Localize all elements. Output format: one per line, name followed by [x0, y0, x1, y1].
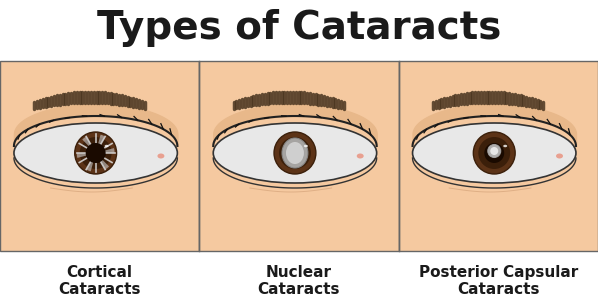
FancyBboxPatch shape	[0, 61, 199, 251]
Ellipse shape	[157, 154, 164, 158]
Text: Types of Cataracts: Types of Cataracts	[97, 9, 501, 47]
Text: Nuclear
Cataracts: Nuclear Cataracts	[257, 265, 340, 297]
Circle shape	[80, 137, 112, 169]
Circle shape	[86, 143, 106, 163]
Ellipse shape	[104, 145, 109, 147]
Ellipse shape	[14, 123, 178, 183]
Circle shape	[478, 137, 510, 169]
Circle shape	[279, 137, 311, 169]
Ellipse shape	[304, 145, 308, 147]
Ellipse shape	[503, 145, 507, 147]
Ellipse shape	[404, 78, 593, 228]
Ellipse shape	[204, 78, 394, 228]
Wedge shape	[95, 148, 115, 153]
Ellipse shape	[5, 78, 194, 228]
Ellipse shape	[556, 154, 563, 158]
Circle shape	[473, 132, 515, 174]
Wedge shape	[95, 153, 109, 169]
Wedge shape	[77, 153, 95, 158]
Ellipse shape	[286, 142, 304, 164]
Circle shape	[86, 143, 106, 163]
Ellipse shape	[282, 138, 308, 168]
Wedge shape	[86, 153, 95, 171]
Text: Posterior Capsular
Cataracts: Posterior Capsular Cataracts	[419, 265, 578, 297]
Ellipse shape	[357, 154, 364, 158]
FancyBboxPatch shape	[398, 61, 598, 251]
Wedge shape	[82, 137, 95, 153]
Wedge shape	[95, 135, 105, 153]
Circle shape	[484, 143, 504, 163]
Ellipse shape	[490, 147, 498, 155]
Ellipse shape	[488, 145, 501, 158]
Text: Cortical
Cataracts: Cortical Cataracts	[58, 265, 141, 297]
Ellipse shape	[213, 123, 377, 183]
Ellipse shape	[413, 123, 576, 183]
Circle shape	[75, 132, 116, 174]
FancyBboxPatch shape	[199, 61, 398, 251]
Circle shape	[274, 132, 316, 174]
Circle shape	[285, 143, 305, 163]
